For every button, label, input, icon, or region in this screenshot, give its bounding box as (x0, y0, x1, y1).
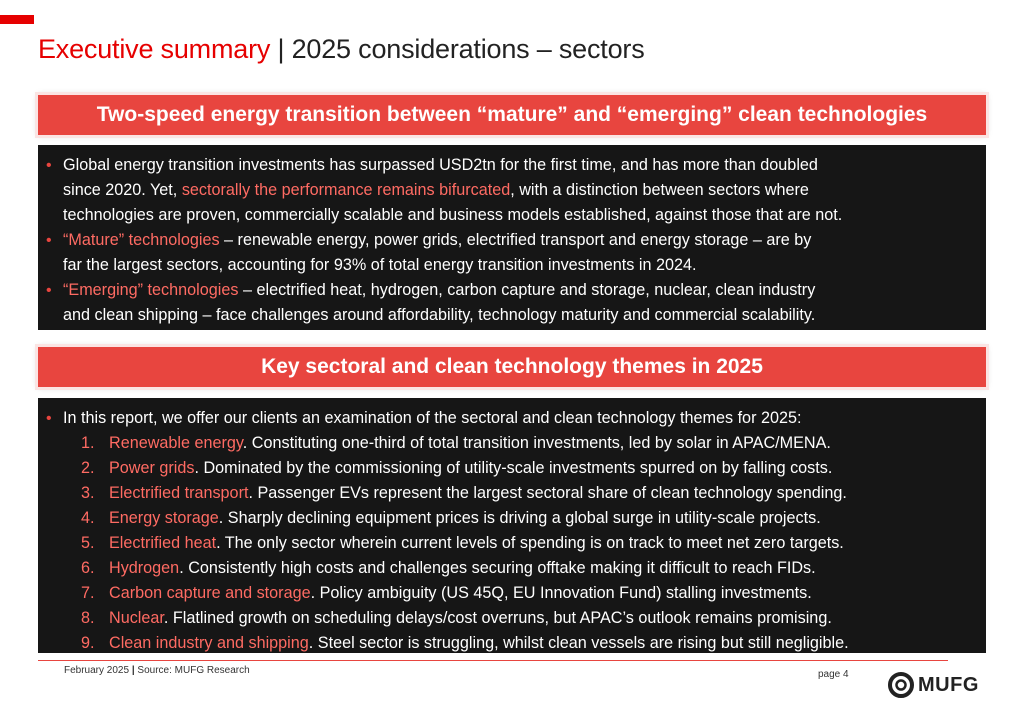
text-run: , with a distinction between sectors whe… (510, 181, 809, 199)
bullet-line: and clean shipping – face challenges aro… (63, 306, 816, 324)
page-title: Executive summary | 2025 considerations … (38, 34, 645, 65)
mufg-logo: MUFG (888, 672, 979, 698)
theme-item-electrified-transport: 3. Electrified transport. Passenger EVs r… (81, 481, 980, 506)
theme-name: Renewable energy (109, 434, 243, 452)
bullet-line: Global energy transition investments has… (63, 156, 818, 174)
logo-text: MUFG (918, 673, 979, 696)
theme-desc: . Passenger EVs represent the largest se… (248, 484, 847, 502)
theme-text: Carbon capture and storage. Policy ambig… (109, 581, 812, 606)
theme-text: Electrified transport. Passenger EVs rep… (109, 481, 847, 506)
theme-item-hydrogen: 6. Hydrogen. Consistently high costs and … (81, 556, 980, 581)
footer-divider (38, 660, 948, 661)
theme-number: 6. (81, 559, 95, 577)
theme-name: Electrified transport (109, 484, 249, 502)
theme-list: 1. Renewable energy. Constituting one-thi… (81, 431, 980, 656)
theme-number: 9. (81, 634, 95, 652)
title-rest: 2025 considerations – sectors (291, 34, 645, 64)
bullet-mature: “Mature” technologies – renewable energy… (46, 228, 980, 278)
theme-desc: . Policy ambiguity (US 45Q, EU Innovatio… (310, 584, 812, 602)
theme-desc: . Constituting one-third of total transi… (242, 434, 831, 452)
theme-number: 7. (81, 584, 95, 602)
text-run: – electrified heat, hydrogen, carbon cap… (238, 281, 816, 299)
theme-item-renewable-energy: 1. Renewable energy. Constituting one-thi… (81, 431, 980, 456)
accent-bar (0, 15, 34, 24)
bullet-line: “Mature” technologies – renewable energy… (63, 228, 980, 253)
text-run: since 2020. Yet, (63, 181, 182, 199)
section-heading-transition: Two-speed energy transition between “mat… (38, 95, 986, 135)
theme-desc: . Dominated by the commissioning of util… (194, 459, 833, 477)
theme-text: Renewable energy. Constituting one-third… (109, 431, 831, 456)
bullet-investments: Global energy transition investments has… (46, 153, 980, 228)
theme-text: Hydrogen. Consistently high costs and ch… (109, 556, 816, 581)
footer-source-text: Source: MUFG Research (137, 665, 250, 676)
theme-name: Energy storage (109, 509, 219, 527)
theme-item-power-grids: 2. Power grids. Dominated by the commissi… (81, 456, 980, 481)
highlight-text: “Mature” technologies (63, 231, 220, 249)
theme-item-energy-storage: 4. Energy storage. Sharply declining equi… (81, 506, 980, 531)
bullet-line: technologies are proven, commercially sc… (63, 206, 843, 224)
theme-name: Hydrogen (109, 559, 180, 577)
theme-text: Power grids. Dominated by the commission… (109, 456, 832, 481)
theme-name: Carbon capture and storage (109, 584, 311, 602)
theme-desc: . Flatlined growth on scheduling delays/… (163, 609, 832, 627)
footer-date: February 2025 (64, 665, 130, 676)
theme-item-electrified-heat: 5. Electrified heat. The only sector wher… (81, 531, 980, 556)
theme-desc: . Consistently high costs and challenges… (179, 559, 816, 577)
title-highlight: Executive summary (38, 34, 271, 64)
section-heading-themes: Key sectoral and clean technology themes… (38, 347, 986, 387)
bullet-line: since 2020. Yet, sectorally the performa… (63, 178, 980, 203)
theme-number: 2. (81, 459, 95, 477)
highlight-text: “Emerging” technologies (63, 281, 239, 299)
theme-name: Clean industry and shipping (109, 634, 309, 652)
text-run: – renewable energy, power grids, electri… (219, 231, 812, 249)
bullet-emerging: “Emerging” technologies – electrified he… (46, 278, 980, 328)
theme-text: Energy storage. Sharply declining equipm… (109, 506, 821, 531)
theme-desc: . Sharply declining equipment prices is … (218, 509, 821, 527)
theme-desc: . Steel sector is struggling, whilst cle… (308, 634, 849, 652)
theme-item-carbon-capture: 7. Carbon capture and storage. Policy amb… (81, 581, 980, 606)
theme-text: Nuclear. Flatlined growth on scheduling … (109, 606, 832, 631)
bullet-intro: In this report, we offer our clients an … (46, 406, 980, 431)
footer-source: February 2025 | Source: MUFG Research (64, 665, 250, 676)
bullet-line: “Emerging” technologies – electrified he… (63, 278, 980, 303)
theme-desc: . The only sector wherein current levels… (216, 534, 844, 552)
theme-text: Electrified heat. The only sector wherei… (109, 531, 844, 556)
title-separator: | (270, 34, 292, 64)
bullet-line: far the largest sectors, accounting for … (63, 256, 697, 274)
theme-name: Electrified heat (109, 534, 217, 552)
theme-item-nuclear: 8. Nuclear. Flatlined growth on schedulin… (81, 606, 980, 631)
theme-number: 3. (81, 484, 95, 502)
theme-number: 4. (81, 509, 95, 527)
theme-number: 5. (81, 534, 95, 552)
themes-panel: In this report, we offer our clients an … (38, 398, 986, 653)
theme-number: 8. (81, 609, 95, 627)
theme-item-clean-industry-shipping: 9. Clean industry and shipping. Steel sec… (81, 631, 980, 656)
highlight-text: sectorally the performance remains bifur… (181, 181, 511, 199)
mufg-logo-icon (888, 672, 914, 698)
theme-text: Clean industry and shipping. Steel secto… (109, 631, 849, 656)
theme-name: Nuclear (109, 609, 164, 627)
theme-name: Power grids (109, 459, 195, 477)
transition-summary-panel: Global energy transition investments has… (38, 145, 986, 330)
theme-number: 1. (81, 434, 95, 452)
page-number: page 4 (818, 669, 849, 680)
